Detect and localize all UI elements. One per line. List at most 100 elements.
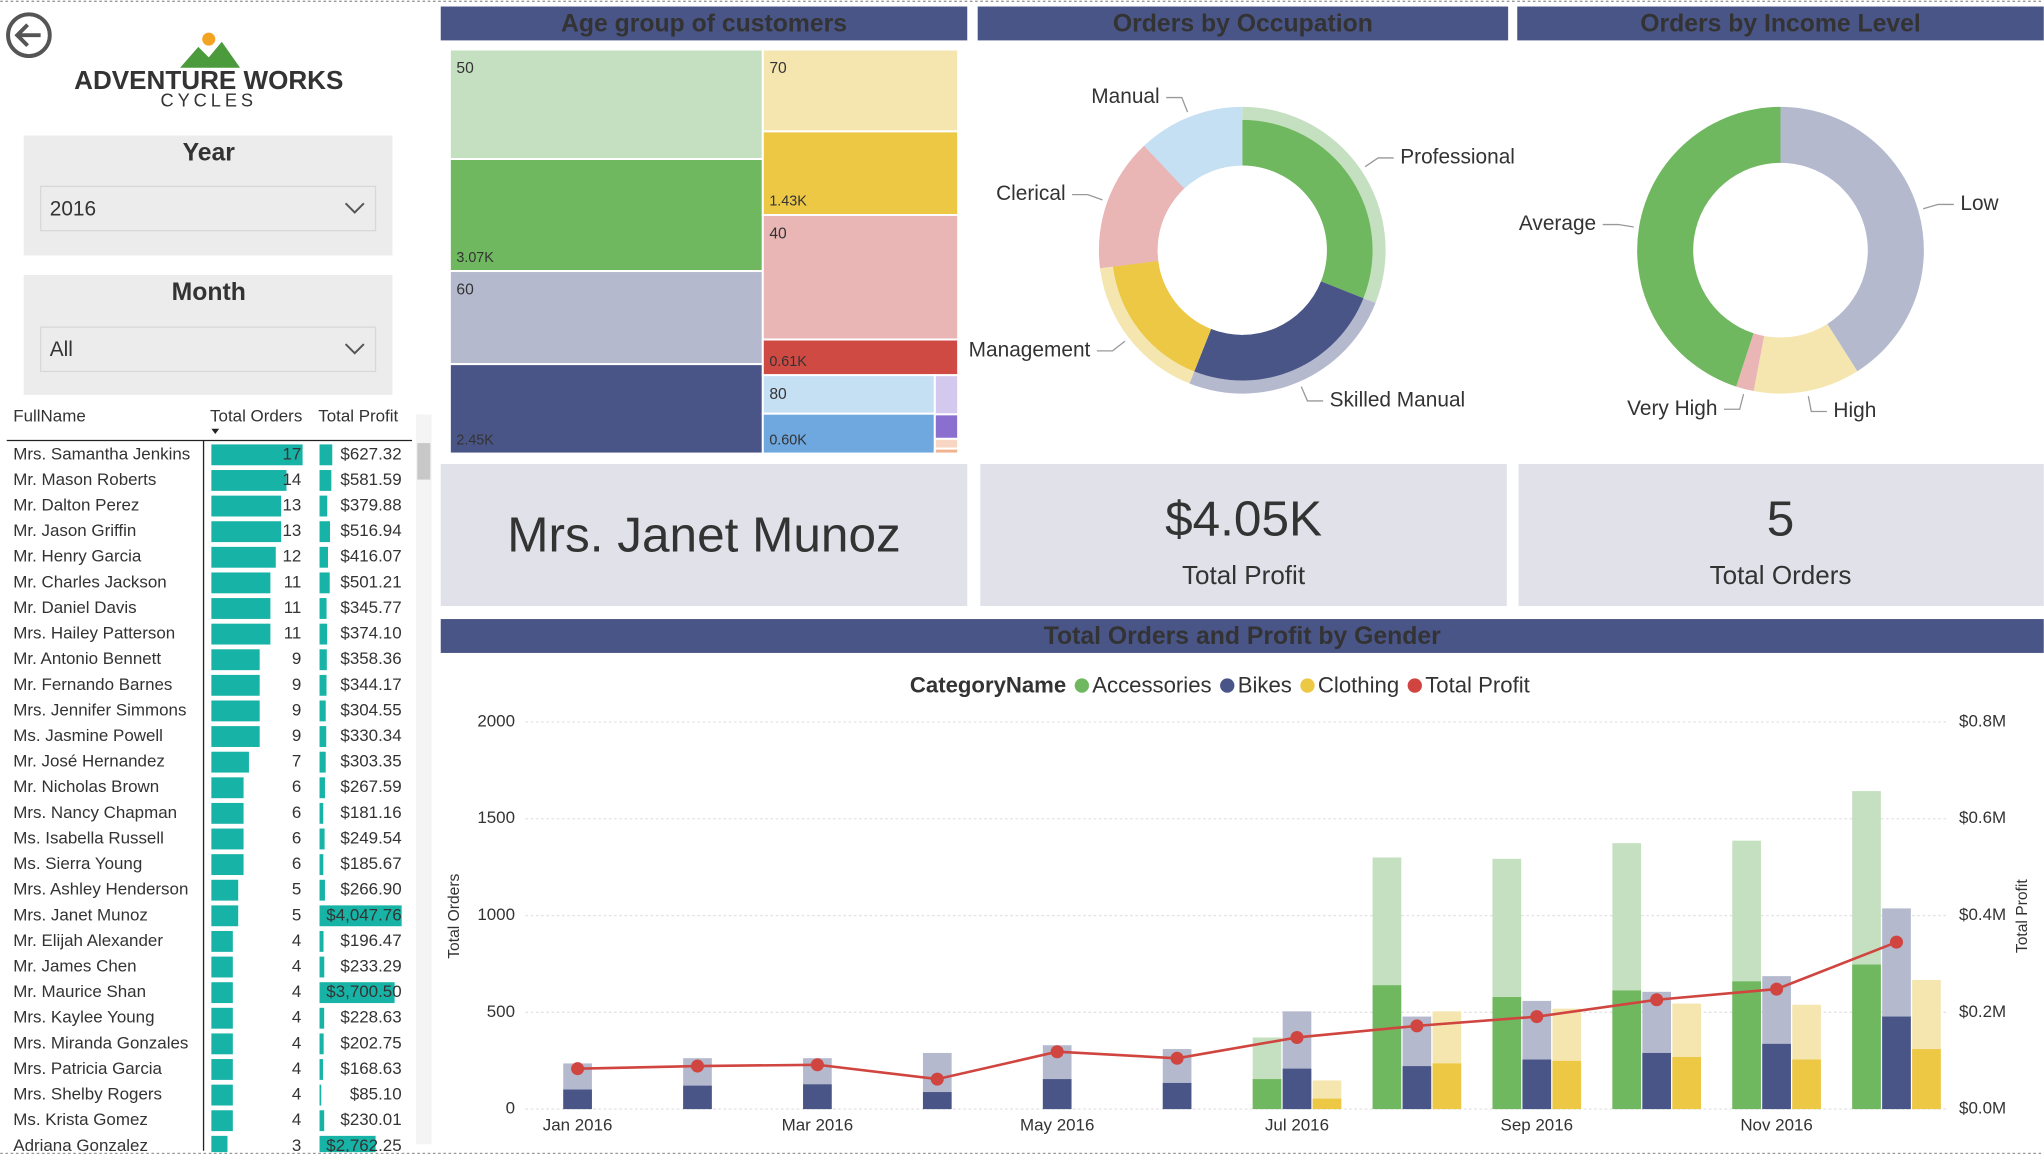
cell-profit: $267.59: [340, 777, 401, 796]
cell-profit: $228.63: [340, 1008, 401, 1027]
orders-bar: [211, 700, 260, 722]
cell-name: Adriana Gonzalez: [13, 1136, 148, 1155]
cell-orders: 11: [284, 572, 302, 591]
title-banner: [977, 6, 1509, 41]
slicer-dropdown[interactable]: [39, 185, 377, 232]
profit-point: [1290, 1030, 1304, 1044]
orders-bar: [211, 777, 244, 799]
cell-orders: 13: [282, 496, 301, 515]
profit-point: [1530, 1010, 1544, 1024]
cell-orders: 9: [292, 649, 301, 668]
column-header[interactable]: FullName: [13, 407, 85, 426]
cell-name: Mr. Mason Roberts: [13, 470, 156, 489]
donut-slice: [1194, 281, 1364, 381]
profit-bar: [319, 700, 326, 722]
month-slicer[interactable]: Month All: [23, 274, 393, 395]
year-slicer[interactable]: Year 2016: [23, 135, 393, 256]
legend-label: Bikes: [1238, 673, 1292, 698]
slice-label: Skilled Manual: [1330, 388, 1466, 411]
highlight-bar: [683, 1085, 712, 1110]
cell-name: Mrs. Ashley Henderson: [13, 880, 188, 899]
donut-slice: [1780, 106, 1924, 372]
sort-indicator: [211, 428, 220, 434]
highlight-bar: [1882, 1016, 1911, 1110]
legend-title: CategoryName: [910, 673, 1066, 698]
column-header[interactable]: Total Profit: [318, 407, 398, 426]
leader-line: [1724, 393, 1745, 410]
x-tick-label: Jan 2016: [543, 1115, 613, 1134]
cell-orders: 5: [292, 880, 301, 899]
cell-profit: $627.32: [340, 444, 401, 463]
cell-orders: 6: [292, 828, 301, 847]
orders-bar: [211, 1084, 233, 1106]
logo-subtitle: CYCLES: [161, 89, 257, 110]
profit-bar: [319, 1084, 322, 1106]
logo: ADVENTURE WORKS CYCLES: [74, 32, 343, 110]
profit-bar: [319, 546, 328, 568]
y-tick-label: 2000: [477, 711, 515, 730]
cell-orders: 4: [292, 956, 301, 975]
title-banner: [440, 619, 2044, 653]
chevron[interactable]: [344, 202, 365, 214]
card-value: Mrs. Janet Munoz: [507, 507, 901, 562]
slice-label: Management: [969, 338, 1091, 361]
cell-name: Ms. Krista Gomez: [13, 1110, 148, 1129]
value-label: 0.61K: [769, 354, 807, 370]
chart-title: Total Orders and Profit by Gender: [1044, 623, 1441, 650]
profit-line: [577, 940, 1897, 1081]
cell-profit: $230.01: [340, 1110, 401, 1129]
column-header[interactable]: Total Orders: [210, 407, 302, 426]
y-tick-label: 1000: [477, 905, 515, 924]
profit-bar: [319, 879, 325, 901]
profit-bar: [319, 854, 324, 876]
orders-bar: [211, 470, 287, 491]
cell-name: Mrs. Jennifer Simmons: [13, 700, 186, 719]
treemap-cell: [448, 158, 764, 273]
table-body: Mrs. Samantha Jenkins 17 $627.32 Mr. Mason …: [13, 444, 402, 1155]
back-button[interactable]: [6, 12, 52, 58]
cell-name: Mrs. Patricia Garcia: [13, 1059, 162, 1078]
card-value: $4.05K: [1165, 492, 1322, 547]
chart-title: Orders by Occupation: [1113, 10, 1373, 37]
group-label: 40: [769, 226, 787, 243]
slicer-title: Month: [172, 279, 246, 306]
orders-bar: [211, 1033, 233, 1055]
value-label: 3.07K: [456, 250, 494, 266]
orders-bar: [211, 1059, 233, 1080]
group-label: 50: [456, 60, 474, 77]
logo-title: ADVENTURE WORKS: [74, 65, 343, 95]
profit-bar: [319, 777, 325, 799]
leader-line: [1602, 223, 1634, 228]
cell-name: Mr. Antonio Bennett: [13, 649, 161, 668]
leader-line: [1922, 203, 1954, 210]
cell-name: Mrs. Samantha Jenkins: [13, 444, 190, 463]
y2-tick-label: $0.4M: [1959, 905, 2006, 924]
orders-bar: [211, 495, 282, 517]
profit-bar: [319, 828, 325, 850]
y-tick-label: 0: [506, 1099, 515, 1118]
profit-bar: [319, 572, 330, 594]
y-tick-label: 1500: [477, 808, 515, 827]
chevron[interactable]: [344, 343, 365, 355]
cell-orders: 9: [292, 700, 301, 719]
donut-slice: [1111, 155, 1185, 267]
slice-label: Professional: [1400, 145, 1515, 168]
scrollbar[interactable]: [415, 414, 432, 1145]
orders-bar: [211, 751, 249, 773]
x-tick-label: Mar 2016: [782, 1115, 854, 1134]
cell-orders: 6: [292, 854, 301, 873]
slicer-dropdown[interactable]: [39, 326, 377, 373]
cell-orders: 4: [292, 982, 301, 1001]
back-circle[interactable]: [6, 12, 52, 58]
cell-name: Ms. Isabella Russell: [13, 828, 164, 847]
y-axis-title: Total Orders: [446, 873, 463, 958]
value-label: 2.45K: [456, 432, 494, 448]
cell-name: Mr. Daniel Davis: [13, 598, 136, 617]
highlight-bar: [1912, 1049, 1941, 1110]
scroll-thumb[interactable]: [417, 443, 431, 480]
cell-name: Mr. José Hernandez: [13, 752, 165, 771]
back-arrow[interactable]: [14, 23, 41, 47]
cell-profit: $516.94: [340, 521, 401, 540]
x-tick-label: May 2016: [1020, 1115, 1094, 1134]
treemap-cell: [933, 447, 960, 455]
